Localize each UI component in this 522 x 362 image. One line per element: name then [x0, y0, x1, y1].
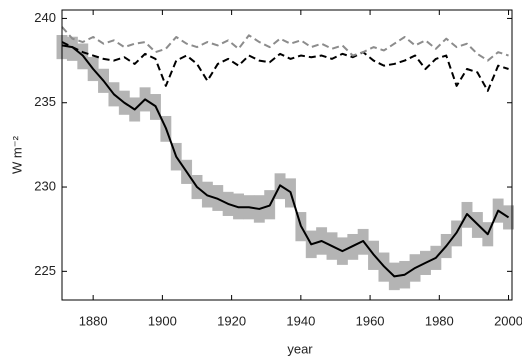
data-line [61, 26, 509, 62]
data-line [61, 41, 509, 92]
plot-frame [61, 9, 513, 301]
confidence-band [503, 205, 514, 230]
x-tick-label: 1960 [356, 313, 385, 328]
x-tick-label: 1940 [286, 313, 315, 328]
y-tick-label: 240 [34, 10, 56, 25]
x-axis-label: year [287, 341, 313, 356]
x-tick-label: 2000 [494, 313, 522, 328]
y-axis-label: W m⁻² [9, 135, 24, 174]
x-tick-label: 1900 [148, 313, 177, 328]
x-tick-label: 1920 [217, 313, 246, 328]
data-line [61, 44, 510, 278]
y-tick-label: 230 [34, 178, 56, 193]
x-tick-label: 1880 [79, 313, 108, 328]
y-tick-label: 235 [34, 94, 56, 109]
x-tick-label: 1980 [425, 313, 454, 328]
y-tick-label: 225 [34, 263, 56, 278]
